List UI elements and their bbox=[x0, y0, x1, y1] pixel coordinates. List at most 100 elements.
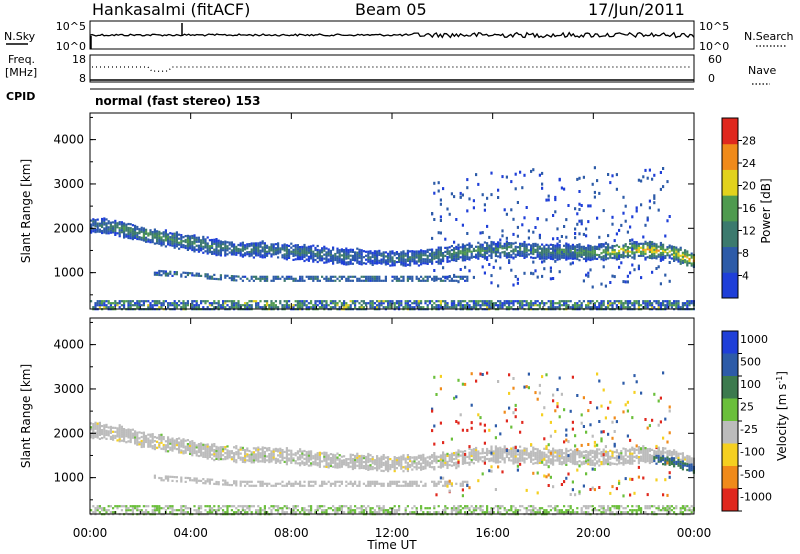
power-cell bbox=[362, 302, 365, 305]
power-cell bbox=[439, 254, 442, 257]
power-cell bbox=[360, 253, 363, 256]
power-cell bbox=[149, 302, 152, 305]
velocity-cell bbox=[321, 511, 324, 514]
power-cell bbox=[153, 273, 156, 276]
velocity-cell bbox=[387, 470, 390, 473]
power-cell bbox=[395, 275, 398, 278]
power-cell bbox=[387, 252, 390, 255]
velocity-cell bbox=[98, 507, 101, 510]
power-cell bbox=[563, 225, 566, 228]
power-cell bbox=[508, 254, 511, 257]
power-cell bbox=[184, 275, 187, 278]
power-cell bbox=[461, 193, 464, 197]
power-cell bbox=[527, 302, 530, 305]
power-cell bbox=[642, 246, 645, 249]
velocity-cell bbox=[142, 435, 145, 438]
velocity-cell bbox=[272, 458, 275, 461]
velocity-cell bbox=[241, 505, 244, 508]
velocity-cell bbox=[290, 455, 293, 458]
power-cell bbox=[395, 257, 398, 260]
power-cell bbox=[305, 304, 308, 307]
power-cell bbox=[127, 234, 130, 238]
velocity-cell bbox=[129, 434, 132, 438]
power-cell bbox=[450, 304, 453, 307]
velocity-cell bbox=[215, 480, 218, 484]
power-cell bbox=[167, 237, 170, 240]
velocity-cell bbox=[369, 511, 372, 514]
velocity-cell bbox=[263, 505, 266, 508]
power-cell bbox=[450, 302, 453, 305]
power-cell bbox=[415, 252, 418, 255]
power-cell bbox=[391, 256, 394, 259]
power-cell bbox=[296, 244, 299, 247]
velocity-cell bbox=[299, 450, 302, 453]
power-cell bbox=[384, 277, 387, 280]
power-cell bbox=[503, 244, 506, 247]
power-cell bbox=[435, 278, 438, 282]
velocity-cell bbox=[288, 449, 291, 452]
velocity-cell bbox=[351, 467, 354, 471]
power-cell bbox=[576, 306, 579, 309]
power-cell bbox=[255, 242, 258, 245]
power-cell bbox=[382, 257, 385, 260]
power-cell bbox=[477, 251, 480, 255]
power-cell bbox=[508, 300, 511, 303]
power-cell bbox=[202, 237, 205, 240]
power-cell bbox=[274, 251, 277, 254]
power-cell bbox=[180, 236, 183, 239]
power-cell bbox=[457, 255, 460, 258]
velocity-cell bbox=[274, 509, 277, 512]
velocity-cell bbox=[259, 456, 262, 459]
power-cell bbox=[677, 306, 680, 309]
velocity-cell bbox=[294, 511, 297, 514]
velocity-cell bbox=[171, 449, 174, 452]
velocity-cell bbox=[92, 433, 95, 436]
power-cell bbox=[635, 209, 638, 213]
power-cell bbox=[477, 247, 480, 250]
velocity-cell bbox=[250, 453, 253, 456]
velocity-cell bbox=[239, 480, 242, 483]
velocity-cell bbox=[351, 461, 354, 465]
velocity-cell bbox=[162, 436, 165, 439]
power-cell bbox=[283, 253, 286, 256]
power-cell bbox=[189, 241, 192, 244]
power-cell bbox=[160, 306, 163, 309]
power-cell bbox=[565, 304, 568, 307]
velocity-cell bbox=[189, 444, 192, 447]
power-cell bbox=[281, 275, 284, 278]
power-cell bbox=[613, 253, 616, 256]
velocity-cell bbox=[219, 458, 222, 461]
power-cell bbox=[543, 257, 546, 260]
velocity-cell bbox=[384, 466, 387, 469]
power-cell bbox=[195, 304, 198, 307]
velocity-cell bbox=[125, 433, 128, 436]
power-cell bbox=[558, 270, 561, 274]
velocity-cell bbox=[98, 429, 101, 432]
velocity-cell bbox=[310, 511, 313, 514]
power-cell bbox=[224, 242, 227, 245]
power-cell bbox=[191, 306, 194, 309]
power-cell bbox=[230, 253, 233, 256]
power-cell bbox=[508, 304, 511, 307]
power-cell bbox=[237, 251, 240, 255]
power-cell bbox=[400, 259, 403, 262]
power-cell bbox=[615, 254, 618, 257]
power-cell bbox=[406, 277, 409, 280]
velocity-cell bbox=[129, 430, 132, 434]
velocity-cell bbox=[197, 507, 200, 510]
power-cell bbox=[615, 244, 618, 247]
velocity-cell bbox=[325, 455, 328, 458]
power-cell bbox=[116, 224, 119, 227]
power-cell bbox=[585, 252, 588, 256]
power-cell bbox=[332, 262, 335, 265]
velocity-cell bbox=[380, 482, 383, 485]
power-cell bbox=[435, 306, 438, 309]
power-cell bbox=[241, 275, 244, 278]
power-cell bbox=[285, 275, 288, 278]
power-cell bbox=[406, 255, 409, 258]
power-cell bbox=[277, 244, 280, 247]
power-cell bbox=[338, 275, 341, 278]
power-cell bbox=[153, 234, 156, 237]
velocity-cell bbox=[358, 459, 361, 462]
velocity-cell bbox=[294, 452, 297, 455]
